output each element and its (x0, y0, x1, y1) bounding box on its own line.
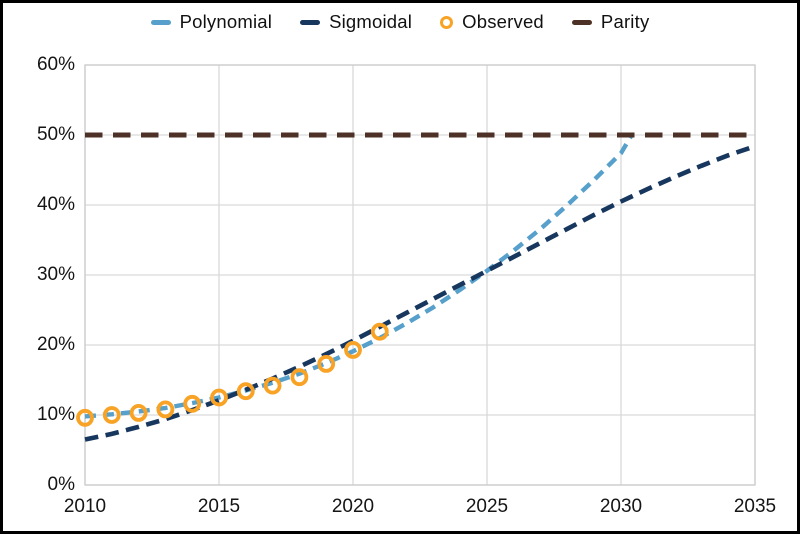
legend-item-observed: Observed (440, 9, 544, 35)
x-tick-label: 2010 (63, 496, 107, 517)
legend-label-observed: Observed (462, 11, 544, 32)
plot-border (84, 64, 756, 486)
polynomial-line (84, 133, 634, 419)
observed-point (183, 394, 202, 413)
observed-point (102, 406, 121, 424)
x-tick-label: 2020 (331, 496, 375, 517)
sigmoidal-line (84, 144, 756, 442)
legend-label-parity: Parity (600, 11, 650, 32)
observed-point (263, 376, 282, 395)
y-tick-label: 50% (36, 124, 75, 145)
legend-item-polynomial: Polynomial (150, 9, 273, 35)
observed-point (76, 408, 94, 427)
x-tick-label: 2035 (733, 496, 777, 517)
observed-point (370, 322, 389, 341)
legend-label-polynomial: Polynomial (179, 11, 273, 32)
observed-ring-icon (440, 15, 454, 29)
y-tick-label: 30% (36, 264, 75, 285)
legend-label-sigmoidal: Sigmoidal (329, 11, 413, 32)
y-tick-label: 0% (47, 474, 75, 495)
parity-dash-icon (571, 19, 592, 25)
sigmoidal-dash-icon (300, 19, 321, 25)
observed-point (156, 400, 175, 419)
observed-point (129, 403, 148, 422)
observed-point (290, 368, 309, 387)
observed-point (344, 340, 362, 359)
x-tick-label: 2025 (465, 496, 509, 517)
y-tick-label: 10% (36, 404, 75, 425)
x-tick-label: 2030 (599, 496, 643, 517)
y-tick-label: 40% (36, 194, 75, 215)
plot-area (76, 64, 756, 486)
observed-point (317, 354, 336, 373)
legend-item-parity: Parity (571, 9, 650, 35)
y-tick-label: 60% (36, 54, 75, 75)
observed-point (210, 388, 228, 407)
polynomial-dash-icon (150, 19, 171, 25)
observed-point (236, 382, 255, 401)
legend-item-sigmoidal: Sigmoidal (300, 9, 412, 35)
y-tick-label: 20% (36, 334, 75, 355)
x-tick-label: 2015 (197, 496, 241, 517)
chart-legend: Polynomial Sigmoidal Observed Parity (3, 8, 797, 36)
